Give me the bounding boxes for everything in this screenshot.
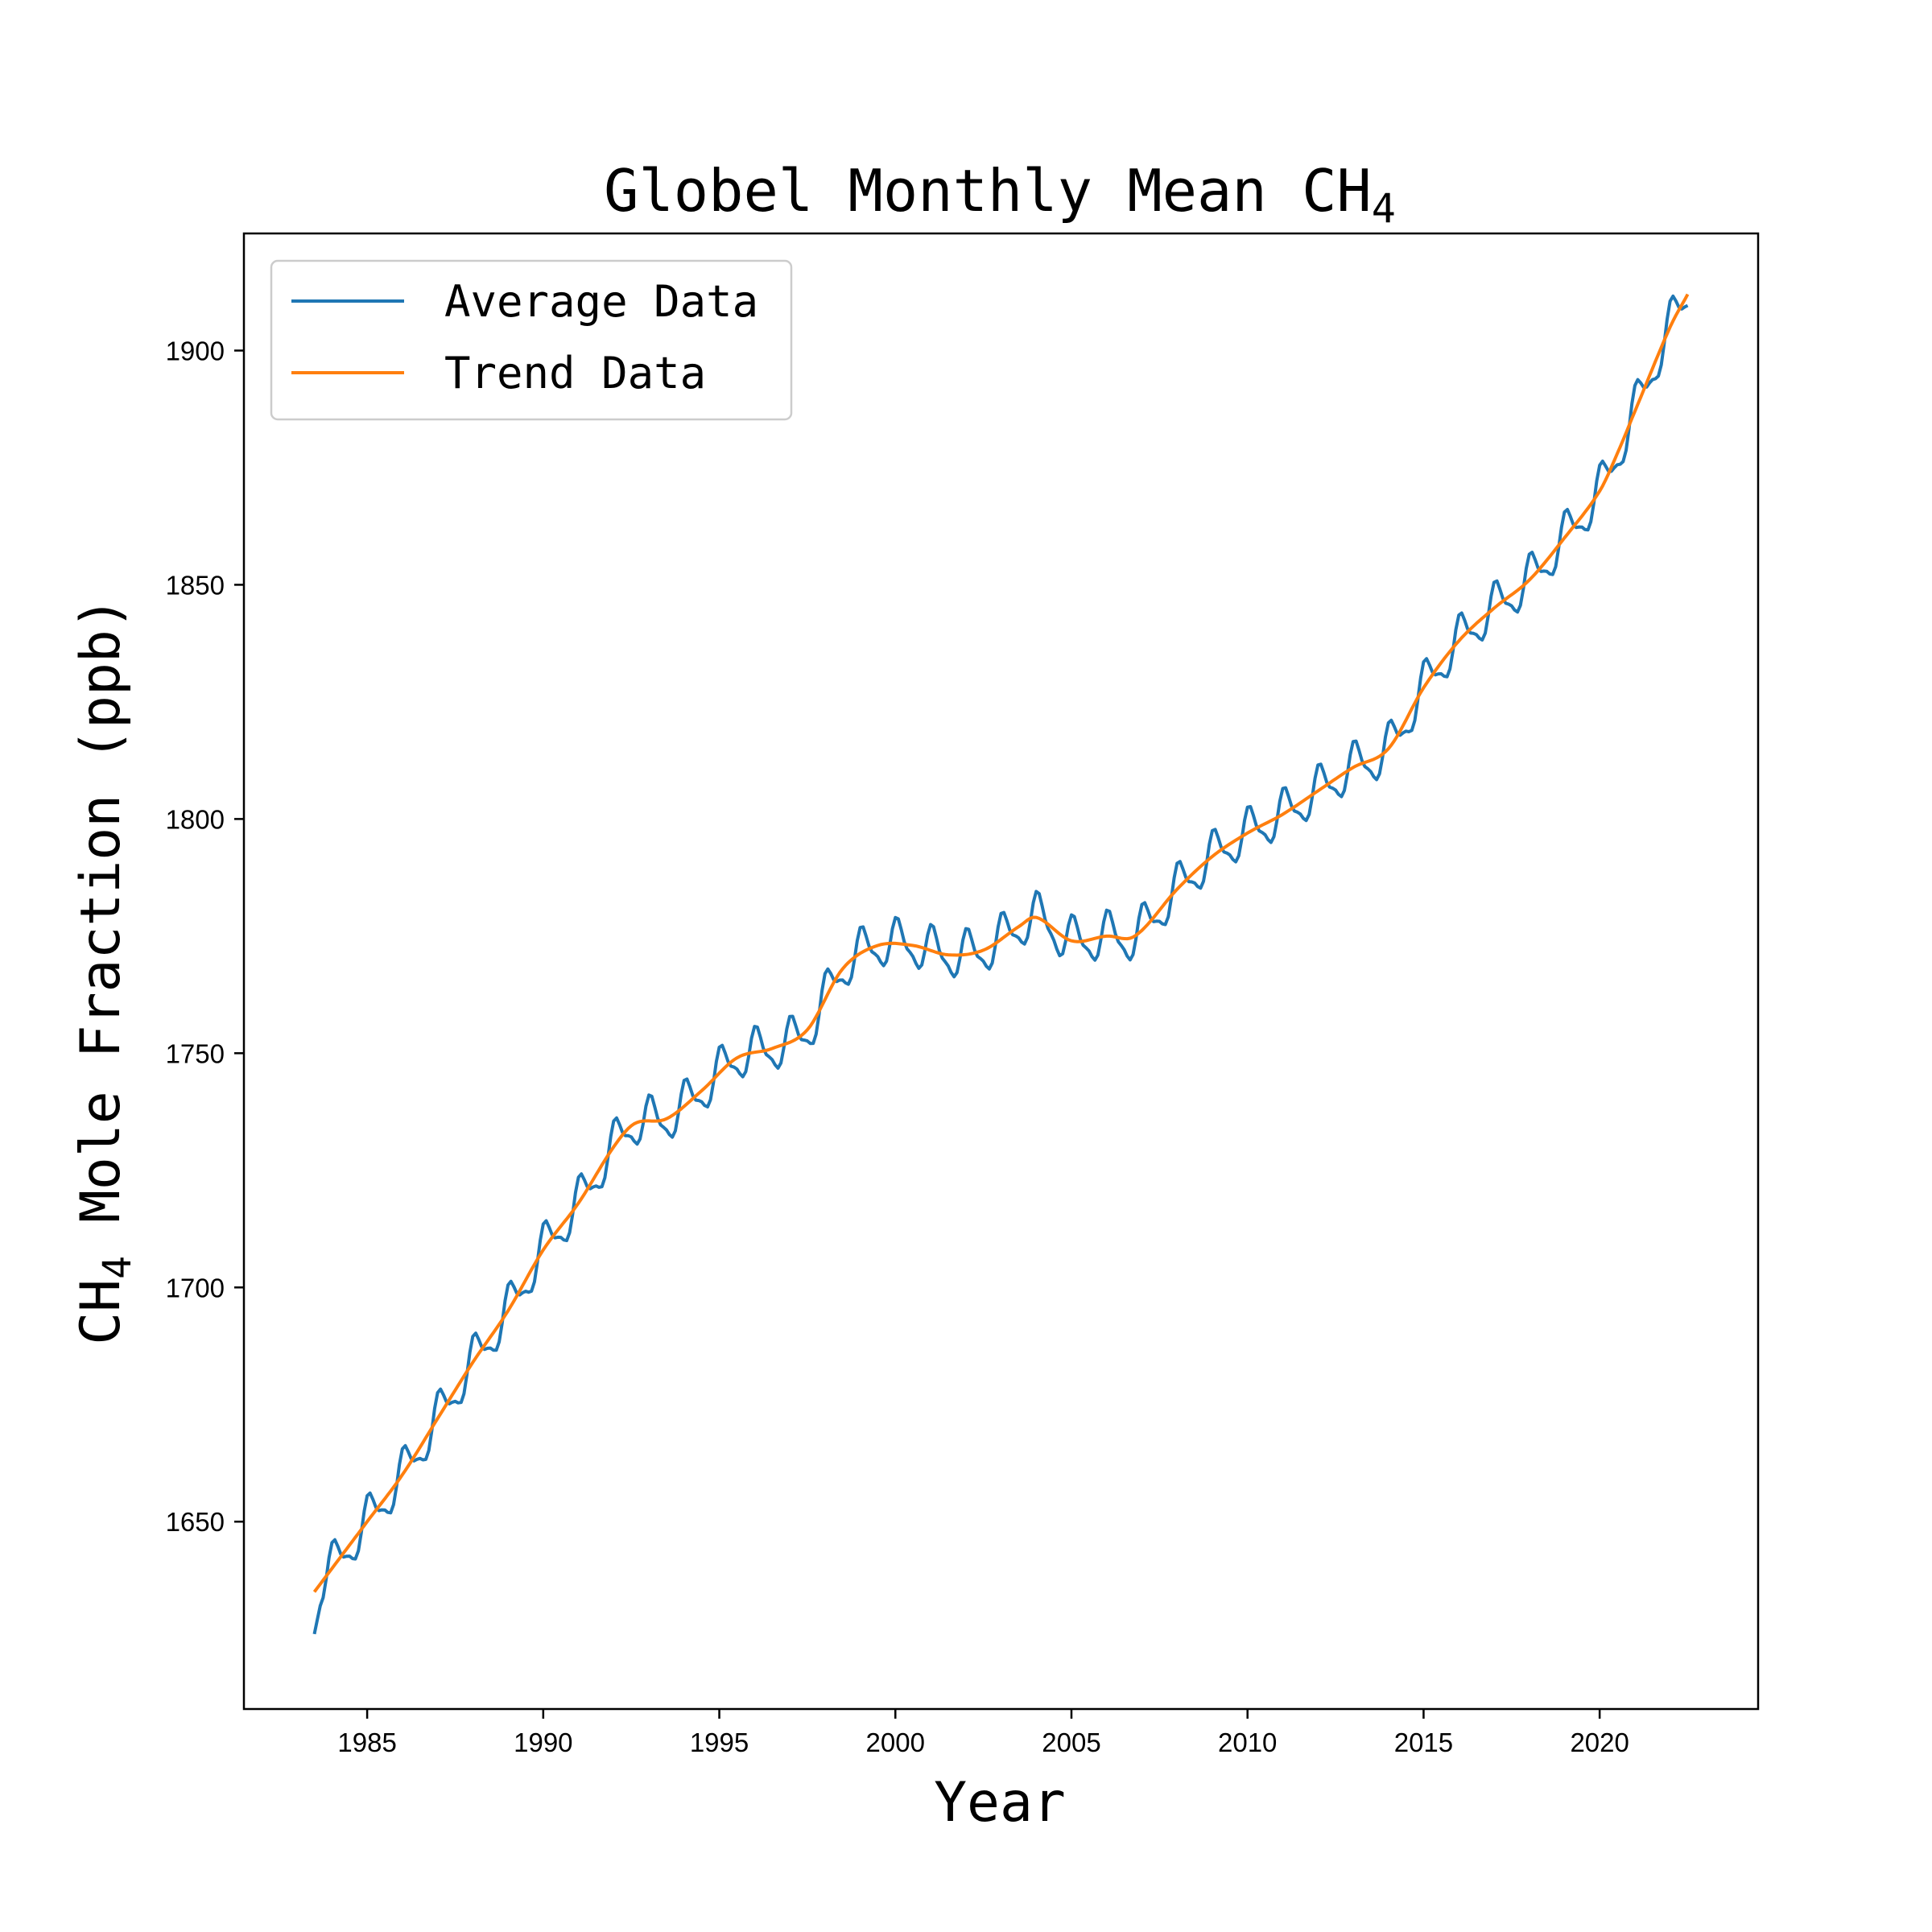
series-average-data-line [312, 294, 1689, 1635]
y-tick-label: 1900 [166, 336, 225, 365]
y-tick-label: 1700 [166, 1273, 225, 1302]
x-tick-label: 1995 [690, 1728, 749, 1757]
x-tick-label: 2000 [866, 1728, 925, 1757]
x-tick-label: 2020 [1570, 1728, 1629, 1757]
legend: Average Data Trend Data [270, 259, 793, 421]
x-axis: 1985 1990 1995 2000 2005 2010 2015 2020 [337, 1709, 1629, 1757]
y-tick-label: 1750 [166, 1038, 225, 1068]
x-axis-label: Year [934, 1771, 1066, 1835]
x-tick-label: 1985 [337, 1728, 396, 1757]
series-trend-data-line [312, 293, 1690, 1593]
y-axis: 1650 1700 1750 1800 1850 1900 [166, 336, 244, 1537]
x-tick-label: 2005 [1042, 1728, 1100, 1757]
legend-label-average-data: Average Data [444, 276, 758, 327]
y-axis-label: CH4 Mole Fraction (ppb) [69, 597, 140, 1345]
y-tick-label: 1850 [166, 570, 225, 600]
series-layer [312, 293, 1690, 1635]
chart-title: Globel Monthly Mean CH4 [604, 157, 1396, 232]
x-tick-label: 1990 [514, 1728, 572, 1757]
plot-frame [242, 232, 1760, 1711]
x-tick-label: 2015 [1394, 1728, 1453, 1757]
legend-label-trend-data: Trend Data [444, 348, 706, 398]
y-tick-label: 1800 [166, 804, 225, 834]
x-tick-label: 2010 [1218, 1728, 1277, 1757]
y-tick-label: 1650 [166, 1507, 225, 1537]
